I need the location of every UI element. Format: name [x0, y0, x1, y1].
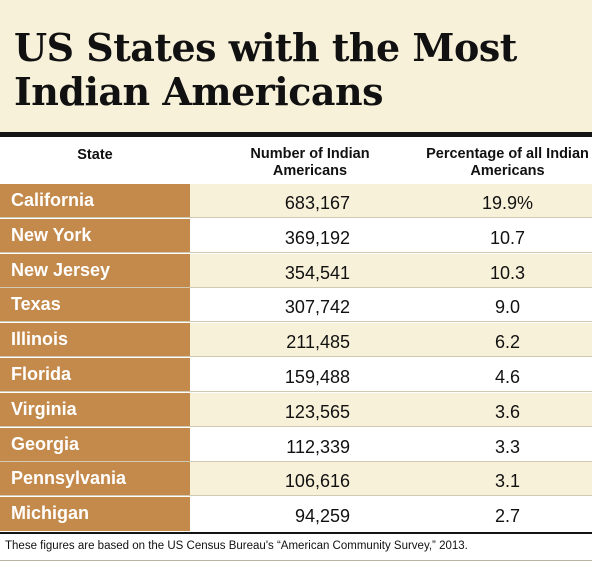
- row-divider: [0, 356, 592, 358]
- data-cell-background: [190, 218, 592, 253]
- table-row: Virginia 123,565 3.6: [0, 392, 592, 427]
- state-name: Texas: [11, 294, 61, 315]
- title-rule: [0, 132, 592, 137]
- state-name: California: [11, 190, 95, 210]
- state-cell: [0, 288, 190, 323]
- bottom-rule: [0, 532, 592, 534]
- state-cell: [0, 497, 190, 532]
- column-header-state: State: [77, 147, 113, 163]
- column-header-number: Number of Indian Americans: [250, 146, 370, 179]
- title-block: US States with the Most Indian Americans: [0, 0, 592, 137]
- row-divider: [0, 460, 592, 462]
- number-value: 683,167: [284, 193, 350, 213]
- row-divider: [0, 425, 592, 427]
- state-cell: [0, 323, 190, 358]
- chart-title: US States with the Most Indian Americans: [14, 25, 517, 114]
- table-row: Georgia 112,339 3.3: [0, 427, 592, 462]
- number-value: 211,485: [286, 332, 350, 353]
- number-value: 159,488: [284, 367, 350, 387]
- footnote-rule: [0, 560, 592, 561]
- table-row: California 683,167 19.9%: [0, 184, 592, 218]
- row-divider: [0, 286, 592, 288]
- state-cell: [0, 358, 190, 392]
- state-cell: [0, 462, 190, 497]
- data-cell-background: [190, 253, 592, 288]
- data-cell-background: [190, 323, 592, 358]
- number-value: 354,541: [284, 262, 350, 283]
- state-name: Illinois: [11, 329, 69, 350]
- row-divider: [0, 391, 592, 392]
- table-row: New Jersey 354,541 10.3: [0, 253, 592, 288]
- data-cell-background: [190, 427, 592, 462]
- number-value: 106,616: [284, 471, 350, 492]
- percentage-value: 10.3: [489, 262, 526, 283]
- percentage-value: 2.7: [494, 506, 521, 527]
- state-cell: [0, 392, 190, 427]
- data-cell-background: [190, 358, 592, 392]
- row-divider: [0, 217, 592, 218]
- state-cell: [0, 253, 190, 288]
- data-cell-background: [190, 392, 592, 427]
- state-cell: [0, 427, 190, 462]
- data-cell-background: [190, 288, 592, 323]
- state-name: Pennsylvania: [11, 468, 127, 489]
- state-name: Virginia: [11, 398, 77, 419]
- data-cell-background: [190, 462, 592, 497]
- table-row: Pennsylvania 106,616 3.1: [0, 462, 592, 497]
- state-name: Georgia: [11, 433, 80, 454]
- column-header-percentage: Percentage of all Indian Americans: [426, 146, 589, 179]
- table-row: Illinois 211,485 6.2: [0, 323, 592, 358]
- state-name: Michigan: [11, 503, 90, 524]
- percentage-value: 10.7: [489, 227, 526, 248]
- state-name: New Jersey: [11, 259, 111, 280]
- percentage-value: 6.2: [494, 332, 521, 353]
- row-divider: [0, 321, 592, 323]
- row-divider: [0, 251, 592, 253]
- state-cell: [0, 184, 190, 218]
- number-value: 369,192: [284, 227, 350, 248]
- percentage-value: 3.1: [494, 471, 521, 492]
- percentage-value: 3.3: [494, 436, 521, 457]
- table-row: Texas 307,742 9.0: [0, 288, 592, 323]
- state-name: New York: [11, 224, 92, 245]
- table-row: New York 369,192 10.7: [0, 218, 592, 253]
- number-value: 94,259: [294, 506, 350, 527]
- number-value: 112,339: [286, 436, 350, 457]
- table-header: State Number of Indian Americans Percent…: [0, 137, 592, 184]
- state-name: Florida: [11, 364, 72, 384]
- data-cell-background: [190, 184, 592, 218]
- footnote: These figures are based on the US Census…: [5, 540, 468, 552]
- percentage-value: 4.6: [494, 367, 521, 387]
- percentage-value: 19.9%: [481, 193, 534, 213]
- percentage-value: 9.0: [494, 297, 521, 318]
- number-value: 307,742: [284, 297, 350, 318]
- table-row: Michigan 94,259 2.7: [0, 497, 592, 532]
- data-cell-background: [190, 497, 592, 532]
- percentage-value: 3.6: [494, 401, 521, 422]
- state-cell: [0, 218, 190, 253]
- table-row: Florida 159,488 4.6: [0, 358, 592, 392]
- row-divider: [0, 495, 592, 497]
- number-value: 123,565: [284, 401, 350, 422]
